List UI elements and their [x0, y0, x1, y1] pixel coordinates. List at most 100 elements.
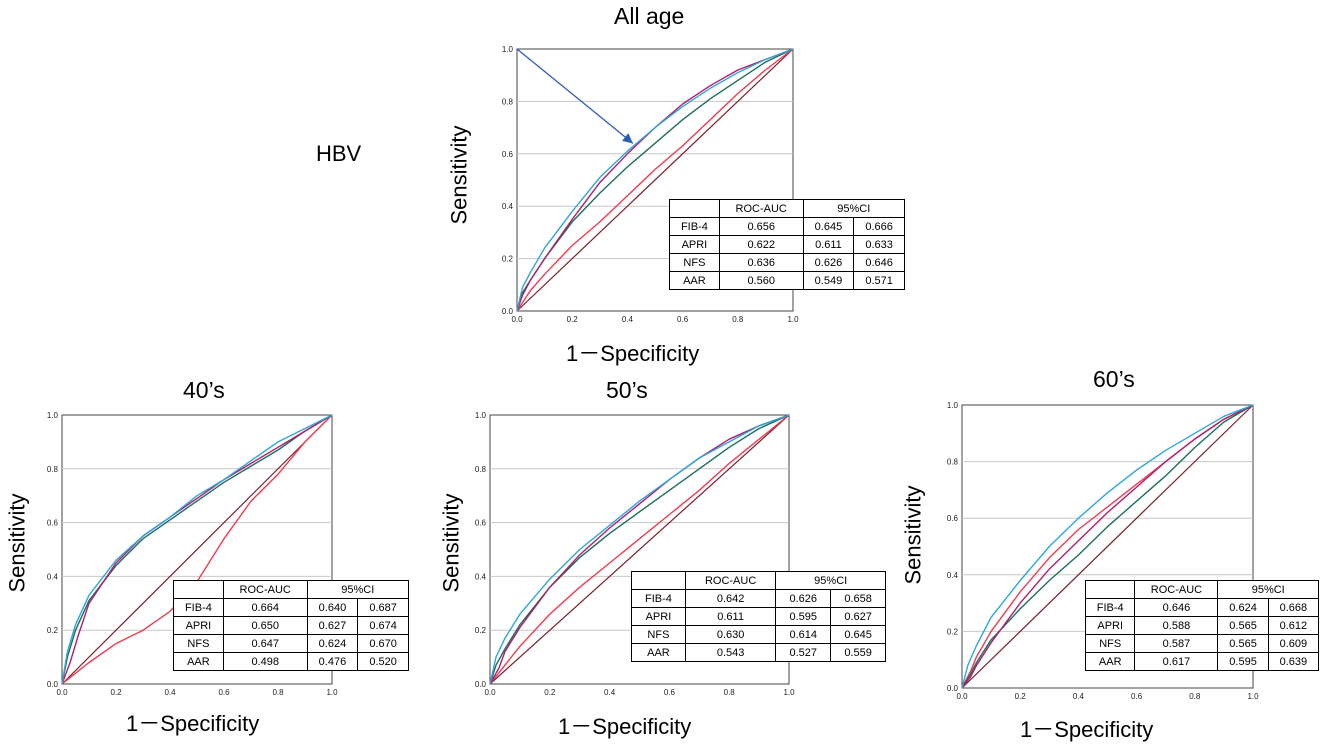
annotation-arrow-line	[516, 48, 634, 144]
auc-table-60s: ROC-AUC 95%CI FIB-4 0.646 0.624 0.668 APRI 0…	[1084, 580, 1320, 671]
y-tick-label-40s: 0.6	[47, 519, 59, 528]
y-tick-label-60s: 0.6	[947, 514, 959, 523]
table-row: APRI 0.611 0.595 0.627	[631, 607, 886, 626]
table-cell-ci-low: 0.614	[775, 625, 832, 644]
auc-table-header-row: ROC-AUC 95%CI	[631, 571, 886, 590]
table-header-blank	[173, 580, 224, 599]
x-tick-label-40s: 0.6	[218, 688, 230, 697]
table-cell-ci-high: 0.609	[1267, 634, 1320, 653]
y-tick-label-40s: 0.0	[47, 680, 59, 689]
auc-table-50s: ROC-AUC 95%CI FIB-4 0.642 0.626 0.658 APRI 0…	[631, 571, 886, 662]
table-cell-ci-low: 0.645	[802, 217, 855, 236]
group-label: HBV	[316, 141, 362, 166]
table-row: FIB-4 0.642 0.626 0.658	[631, 589, 886, 608]
table-header-roc-auc: ROC-AUC	[718, 199, 804, 218]
table-cell-ci-low: 0.640	[306, 598, 359, 617]
table-row: NFS 0.647 0.624 0.670	[173, 634, 409, 653]
x-tick-label-50s: 0.2	[544, 688, 556, 697]
roc-line-fib4-60s	[961, 404, 1254, 689]
table-row: AAR 0.617 0.595 0.639	[1084, 652, 1320, 671]
table-row: NFS 0.630 0.614 0.645	[631, 625, 886, 644]
annotation-arrow-head	[622, 133, 633, 144]
table-cell-ci-high: 0.627	[830, 607, 886, 626]
roc-line-nfs-50s	[489, 414, 790, 685]
x-tick-label-all-age: 0.8	[732, 315, 744, 324]
reference-line-60s	[961, 404, 1254, 689]
table-cell-auc: 0.647	[222, 634, 308, 653]
table-cell-auc: 0.617	[1134, 652, 1219, 671]
roc-line-apri-all-age	[516, 48, 794, 312]
x-tick-label-all-age: 0.4	[622, 315, 634, 324]
table-row: APRI 0.588 0.565 0.612	[1084, 616, 1320, 635]
y-tick-label-40s: 1.0	[47, 411, 59, 420]
table-cell-auc: 0.646	[1134, 598, 1219, 617]
table-header-blank	[631, 571, 686, 590]
y-tick-label-40s: 0.4	[47, 572, 59, 581]
table-header-ci: 95%CI	[306, 580, 410, 599]
table-cell-auc: 0.560	[718, 271, 804, 290]
x-axis-label-60s: 1－Specificity	[1020, 717, 1154, 742]
table-cell-name: NFS	[173, 634, 224, 653]
y-tick-label-60s: 0.0	[947, 684, 959, 693]
x-tick-label-all-age: 0.6	[677, 315, 689, 324]
roc-line-aar-all-age	[516, 48, 794, 312]
table-cell-ci-high: 0.645	[830, 625, 886, 644]
reference-line-all-age	[516, 48, 794, 312]
table-cell-ci-low: 0.626	[775, 589, 832, 608]
y-tick-label-all-age: 0.4	[502, 202, 514, 211]
table-header-ci: 95%CI	[802, 199, 906, 218]
table-cell-ci-high: 0.646	[853, 253, 905, 272]
x-tick-label-40s: 1.0	[326, 688, 338, 697]
table-cell-ci-high: 0.674	[357, 616, 409, 635]
table-cell-name: NFS	[631, 625, 686, 644]
table-row: FIB-4 0.646 0.624 0.668	[1084, 598, 1320, 617]
y-tick-label-50s: 0.0	[475, 680, 487, 689]
roc-line-nfs-40s	[61, 414, 333, 685]
y-tick-label-all-age: 0.0	[502, 307, 514, 316]
table-cell-auc: 0.588	[1134, 616, 1219, 635]
table-cell-auc: 0.622	[718, 235, 804, 254]
x-tick-label-40s: 0.0	[56, 688, 68, 697]
table-header-roc-auc: ROC-AUC	[1134, 580, 1219, 599]
table-cell-name: NFS	[1084, 634, 1136, 653]
roc-line-fib4-50s	[489, 414, 790, 685]
x-tick-label-60s: 0.6	[1131, 692, 1143, 701]
chart-title-50s: 50’s	[606, 377, 648, 403]
table-row: AAR 0.560 0.549 0.571	[669, 271, 905, 290]
table-cell-name: FIB-4	[669, 217, 720, 236]
roc-line-apri-60s	[961, 404, 1254, 689]
table-cell-auc: 0.664	[222, 598, 308, 617]
x-tick-label-40s: 0.2	[110, 688, 122, 697]
x-axis-label-all-age: 1－Specificity	[566, 341, 700, 366]
table-header-roc-auc: ROC-AUC	[222, 580, 308, 599]
table-cell-ci-low: 0.565	[1217, 634, 1269, 653]
table-row: FIB-4 0.656 0.645 0.666	[669, 217, 905, 236]
table-cell-ci-high: 0.670	[357, 634, 409, 653]
table-cell-ci-low: 0.624	[1217, 598, 1269, 617]
auc-table-header-row: ROC-AUC 95%CI	[173, 580, 410, 599]
auc-table-40s: ROC-AUC 95%CI FIB-4 0.664 0.640 0.687 APRI 0…	[173, 580, 410, 671]
table-cell-ci-low: 0.595	[1217, 652, 1269, 671]
reference-line-40s	[61, 414, 333, 685]
y-tick-label-all-age: 0.2	[502, 255, 514, 264]
chart-title-60s: 60’s	[1093, 366, 1135, 392]
table-cell-ci-high: 0.668	[1267, 598, 1320, 617]
table-cell-name: FIB-4	[173, 598, 224, 617]
table-cell-name: FIB-4	[631, 589, 686, 608]
y-tick-label-50s: 0.4	[475, 572, 487, 581]
reference-line-50s	[489, 414, 790, 685]
y-tick-label-50s: 0.2	[475, 626, 487, 635]
x-tick-label-all-age: 0.2	[567, 315, 579, 324]
y-tick-label-60s: 0.4	[947, 571, 959, 580]
table-cell-ci-high: 0.687	[357, 598, 409, 617]
table-cell-name: APRI	[669, 235, 720, 254]
y-tick-label-60s: 0.8	[947, 458, 959, 467]
auc-table-all-age: ROC-AUC 95%CI FIB-4 0.656 0.645 0.666 APRI 0…	[669, 199, 906, 290]
x-tick-label-40s: 0.4	[164, 688, 176, 697]
x-tick-label-60s: 0.0	[956, 692, 968, 701]
table-row: FIB-4 0.664 0.640 0.687	[173, 598, 409, 617]
table-header-blank	[1084, 580, 1136, 599]
table-cell-auc: 0.636	[718, 253, 804, 272]
table-cell-auc: 0.650	[222, 616, 308, 635]
table-cell-ci-high: 0.559	[830, 643, 886, 662]
